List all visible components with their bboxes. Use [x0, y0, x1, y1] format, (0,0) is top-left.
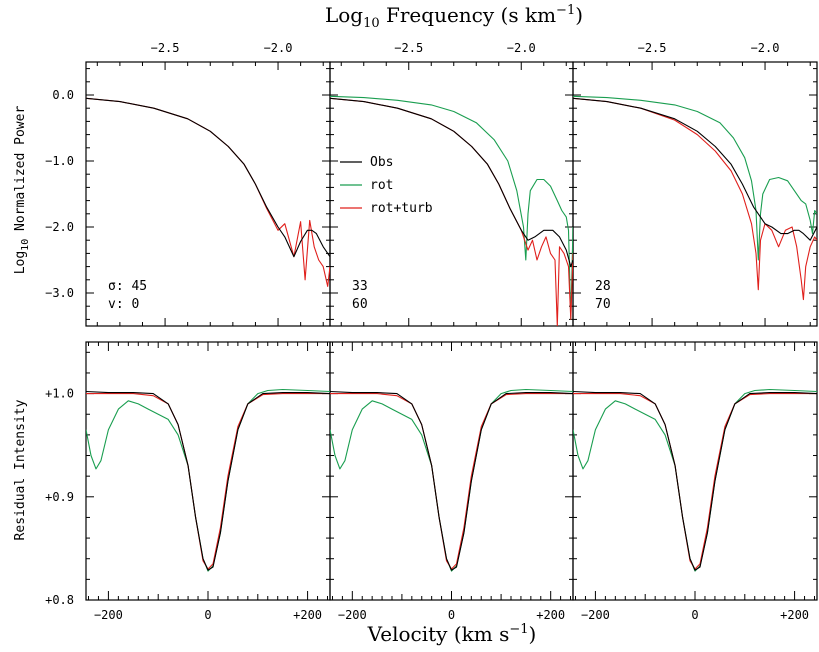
top-ylabel-sub: 10	[20, 239, 31, 251]
power-curve-rot-turb-3	[573, 97, 817, 301]
panel-sigma-label: 33	[352, 279, 368, 294]
profile-curve-rot-turb-1	[86, 393, 330, 570]
panel-v-label: 60	[352, 297, 368, 312]
velocity-tick-label: +200	[536, 608, 565, 622]
power-curve-rot-turb-1	[86, 97, 330, 287]
legend-entry-label: rot+turb	[370, 201, 433, 216]
power-panel-frame-3	[572, 61, 818, 327]
bottom-title-sup: −1	[509, 622, 528, 637]
velocity-tick-label: 0	[204, 608, 211, 622]
bottom-axis-title: Velocity (km s−1)	[367, 622, 537, 646]
intensity-tick-label: +1.0	[45, 387, 74, 401]
power-tick-label: −2.0	[45, 220, 74, 234]
profile-curve-rot-turb-3	[573, 393, 817, 570]
panel-sigma-label: σ: 45	[108, 279, 147, 294]
power-tick-label: −3.0	[45, 286, 74, 300]
top-title-post: )	[575, 3, 583, 27]
profile-curve-rot-1	[86, 388, 330, 572]
bottom-title-pre: Velocity (km s	[367, 622, 510, 646]
top-axis-title: Log10 Frequency (s km−1)	[325, 3, 583, 31]
profile-curve-rot-turb-2	[330, 393, 573, 570]
velocity-tick-label: 0	[691, 608, 698, 622]
power-curve-obs-3	[573, 97, 817, 241]
profile-curve-obs-1	[86, 390, 330, 571]
top-ylabel-post: Normalized Power	[13, 106, 28, 239]
legend-entry-label: rot	[370, 178, 393, 193]
power-curve-obs-2	[330, 97, 573, 268]
velocity-tick-label: +200	[780, 608, 809, 622]
top-y-axis-label: Log10 Normalized Power	[13, 106, 31, 275]
profile-panel-frame-2	[329, 341, 574, 601]
bottom-y-axis-label: Residual Intensity	[13, 399, 28, 540]
power-curve-obs-1	[86, 97, 330, 258]
profile-panel-frame-3	[572, 341, 818, 601]
freq-tick-label: −2.5	[638, 41, 667, 55]
profile-panel-frame-1	[85, 341, 331, 601]
freq-tick-label: −2.0	[264, 41, 293, 55]
panel-v-label: v: 0	[108, 297, 139, 312]
velocity-tick-label: −200	[581, 608, 610, 622]
text-layer: Log10 Frequency (s km−1) Velocity (km s−…	[13, 3, 809, 646]
intensity-tick-label: +0.9	[45, 490, 74, 504]
profile-curve-obs-3	[573, 390, 817, 571]
top-title-sup: −1	[556, 3, 575, 18]
top-ylabel-pre: Log	[13, 251, 28, 274]
panel-sigma-label: 28	[595, 279, 611, 294]
power-curve-rot-2	[330, 95, 573, 320]
axes-layer	[85, 61, 818, 601]
panel-v-label: 70	[595, 297, 611, 312]
velocity-tick-label: +200	[293, 608, 322, 622]
power-curve-rot-3	[573, 95, 817, 261]
bottom-title-post: )	[529, 622, 537, 646]
velocity-tick-label: −200	[338, 608, 367, 622]
profile-curve-obs-2	[330, 390, 573, 571]
legend-entry-label: Obs	[370, 155, 393, 170]
freq-tick-label: −2.5	[394, 41, 423, 55]
freq-tick-label: −2.5	[151, 41, 180, 55]
top-title-sub: 10	[363, 16, 380, 31]
freq-tick-label: −2.0	[507, 41, 536, 55]
top-title-mid: Frequency (s km	[380, 3, 556, 27]
intensity-tick-label: +0.8	[45, 593, 74, 607]
power-tick-label: −1.0	[45, 154, 74, 168]
top-title-pre: Log	[325, 3, 363, 27]
curves-layer	[86, 95, 817, 572]
velocity-tick-label: 0	[448, 608, 455, 622]
velocity-tick-label: −200	[94, 608, 123, 622]
profile-curve-rot-2	[330, 388, 573, 572]
profile-curve-rot-3	[573, 388, 817, 572]
power-tick-label: 0.0	[52, 88, 74, 102]
freq-tick-label: −2.0	[751, 41, 780, 55]
